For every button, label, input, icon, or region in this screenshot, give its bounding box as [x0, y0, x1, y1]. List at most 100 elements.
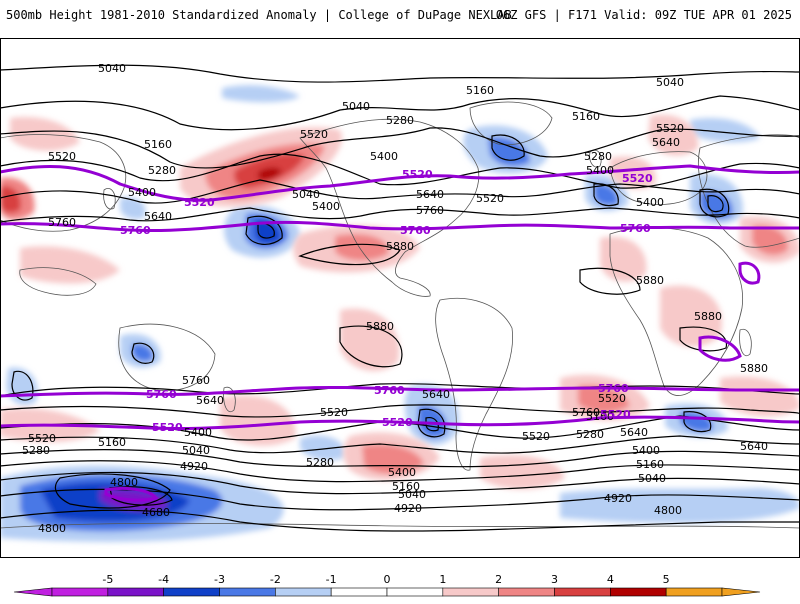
label-5760: 5760 — [572, 406, 600, 419]
label-5640: 5640 — [740, 440, 768, 453]
label-4800: 4800 — [38, 522, 66, 535]
asia-outline — [698, 134, 800, 248]
contour-low-europe-inner — [707, 195, 724, 213]
colorbar-segment — [275, 587, 332, 597]
label-5880: 5880 — [366, 320, 394, 333]
label-5400: 5400 — [586, 164, 614, 177]
label-5880: 5880 — [694, 310, 722, 323]
contour-low-south-atlantic-inner — [425, 417, 439, 432]
label-5880: 5880 — [386, 240, 414, 253]
new-zealand-outline — [223, 386, 236, 413]
label-5520-purple: 5520 — [622, 172, 653, 185]
label-4920: 4920 — [180, 460, 208, 473]
label-5640: 5640 — [652, 136, 680, 149]
purple-4680-low — [104, 486, 159, 502]
model-run-info: 06Z GFS | F171 Valid: 09Z TUE APR 01 202… — [495, 8, 792, 22]
label-5760-purple: 5760 — [400, 224, 431, 237]
contour-5880-africa — [579, 267, 641, 295]
label-4800: 4800 — [110, 476, 138, 489]
colorbar-tick-label: -2 — [270, 573, 281, 586]
label-5520: 5520 — [320, 406, 348, 419]
japan-outline — [103, 188, 116, 210]
colorbar-segment — [107, 587, 164, 597]
contour-labels: 5040 5040 5040 5040 5160 5160 5160 5280 … — [22, 62, 768, 535]
height-contours — [0, 64, 800, 532]
contour-low-west — [11, 370, 34, 401]
uk-outline — [589, 149, 602, 168]
contour-4800-south — [0, 509, 800, 532]
label-5400: 5400 — [636, 196, 664, 209]
colorbar-tick-labels: -5 -4 -3 -2 -1 0 1 2 3 4 5 — [102, 573, 669, 586]
colorbar-tick-label: 1 — [439, 573, 446, 586]
label-5520: 5520 — [28, 432, 56, 445]
contour-5280-north — [0, 127, 800, 169]
colorbar-tick-label: -4 — [158, 573, 169, 586]
contour-low-europe — [699, 188, 730, 218]
label-5040: 5040 — [292, 188, 320, 201]
highlight-contour-labels: 5520 5760 5520 5760 5520 5760 5760 5520 … — [120, 168, 653, 434]
highlight-contours — [0, 164, 800, 502]
label-5400: 5400 — [184, 426, 212, 439]
label-5400: 5400 — [312, 200, 340, 213]
label-4800: 4800 — [654, 504, 682, 517]
label-5520: 5520 — [598, 392, 626, 405]
label-5400: 5400 — [128, 186, 156, 199]
colorbar-left-arrow — [13, 587, 53, 597]
colorbar-tick-label: 4 — [607, 573, 614, 586]
label-5400: 5400 — [370, 150, 398, 163]
greenland-outline — [469, 101, 553, 146]
contour-5640-north — [0, 207, 800, 223]
colorbar-segment — [51, 587, 109, 597]
label-5400: 5400 — [388, 466, 416, 479]
label-5640: 5640 — [620, 426, 648, 439]
label-5520-purple: 5520 — [152, 421, 183, 434]
label-5280: 5280 — [386, 114, 414, 127]
label-5880: 5880 — [740, 362, 768, 375]
contour-5040-south — [0, 471, 800, 495]
contour-5520-north — [0, 179, 800, 204]
anomaly-map[interactable]: 5040 5040 5040 5040 5160 5160 5160 5280 … — [0, 38, 800, 558]
contour-5880-north — [298, 243, 401, 266]
label-5520: 5520 — [656, 122, 684, 135]
colorbar: -5 -4 -3 -2 -1 0 1 2 3 4 5 — [0, 558, 800, 600]
colorbar-segment — [330, 587, 388, 597]
contour-4680-low — [109, 486, 173, 506]
maritime-continent-outline — [19, 267, 97, 296]
label-4680: 4680 — [142, 506, 170, 519]
colorbar-tick-label: 2 — [495, 573, 502, 586]
label-5400: 5400 — [632, 444, 660, 457]
purple-5760-north — [0, 220, 800, 233]
label-5160: 5160 — [572, 110, 600, 123]
label-5280: 5280 — [22, 444, 50, 457]
contour-5880-indian — [679, 326, 728, 352]
label-5280: 5280 — [306, 456, 334, 469]
contour-4800-low — [54, 473, 171, 509]
label-5520: 5520 — [476, 192, 504, 205]
label-5760-purple: 5760 — [598, 382, 629, 395]
label-5160: 5160 — [144, 138, 172, 151]
label-5760: 5760 — [182, 374, 210, 387]
contour-5880-pacific — [339, 325, 403, 368]
label-5280: 5280 — [576, 428, 604, 441]
label-5640: 5640 — [416, 188, 444, 201]
contour-low-australia — [131, 342, 155, 364]
colorbar-right-arrow — [721, 587, 761, 597]
label-5880: 5880 — [636, 274, 664, 287]
australia-outline — [118, 323, 216, 392]
colorbar-tick-label: 3 — [551, 573, 558, 586]
contour-5400-north — [0, 153, 800, 189]
map-panel[interactable]: 5040 5040 5040 5040 5160 5160 5160 5280 … — [0, 38, 800, 558]
north-america-outline — [299, 118, 480, 297]
colorbar-segments — [13, 587, 761, 597]
contour-low-atlantic2 — [593, 183, 619, 207]
purple-5760-south — [0, 385, 800, 398]
label-5040: 5040 — [638, 472, 666, 485]
contour-low-atlantic — [491, 134, 525, 161]
label-5520-purple: 5520 — [402, 168, 433, 181]
label-5520: 5520 — [300, 128, 328, 141]
label-5280: 5280 — [584, 150, 612, 163]
label-5640: 5640 — [144, 210, 172, 223]
label-5520-purple: 5520 — [600, 408, 631, 421]
label-5040: 5040 — [342, 100, 370, 113]
colorbar-tick-label: -1 — [326, 573, 337, 586]
